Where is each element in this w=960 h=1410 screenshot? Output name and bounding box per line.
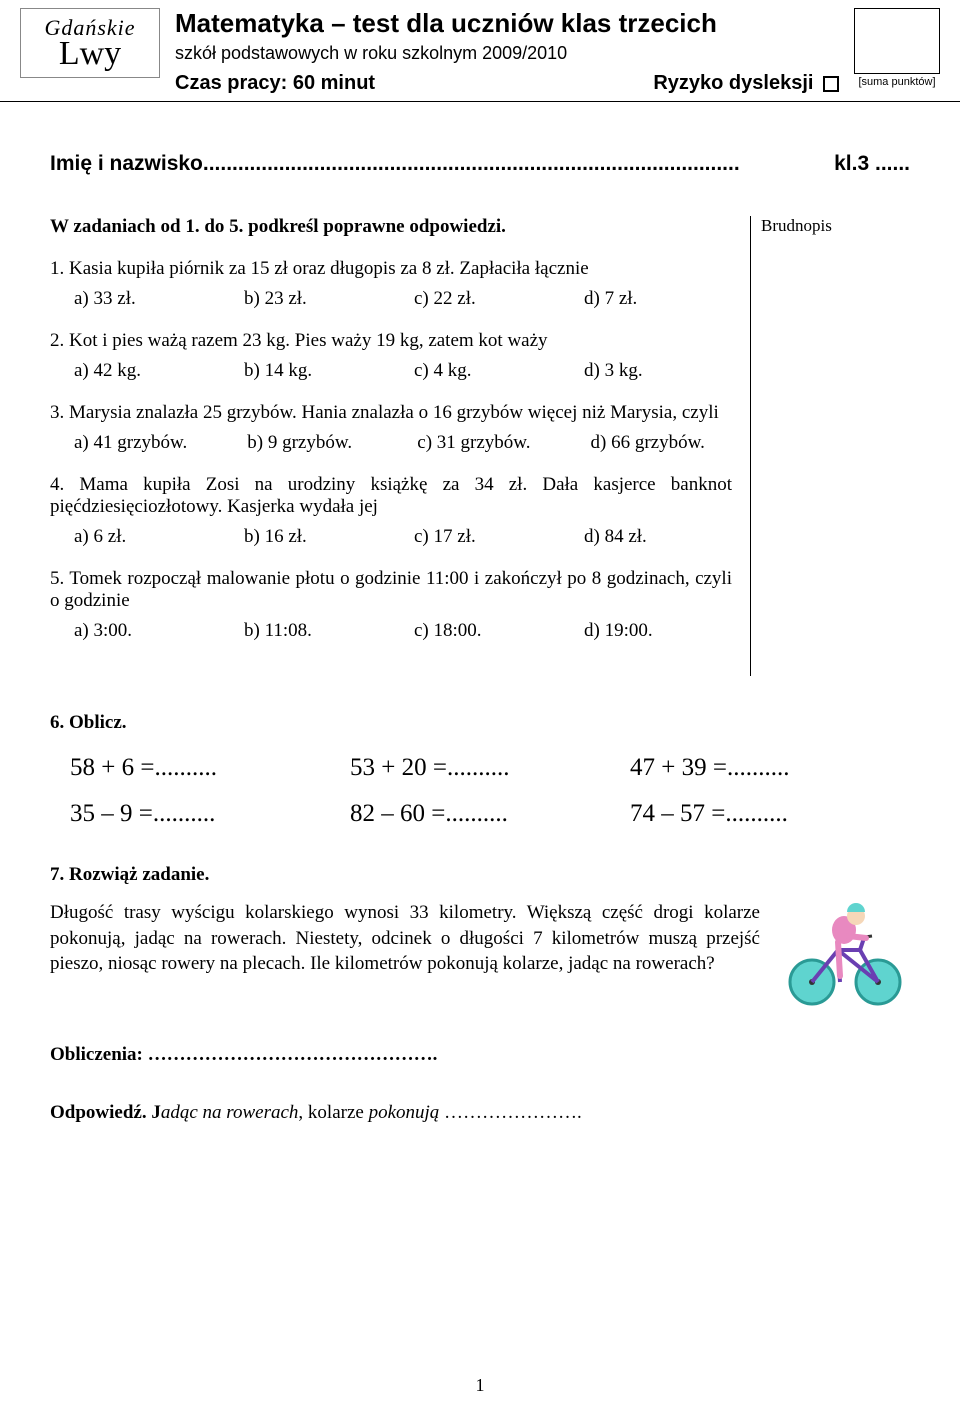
question-options: a) 41 grzybów. b) 9 grzybów. c) 31 grzyb…	[50, 432, 732, 454]
class-field-label[interactable]: kl.3 ......	[834, 152, 910, 176]
question-text: 1. Kasia kupiła piórnik za 15 zł oraz dł…	[50, 258, 732, 280]
question-3: 3. Marysia znalazła 25 grzybów. Hania zn…	[50, 402, 732, 454]
option-d[interactable]: d) 19:00.	[584, 620, 694, 642]
tasks-column: W zadaniach od 1. do 5. podkreśl poprawn…	[50, 216, 732, 676]
page-title: Matematyka – test dla uczniów klas trzec…	[175, 8, 839, 39]
question-options: a) 3:00. b) 11:08. c) 18:00. d) 19:00.	[50, 620, 732, 642]
checkbox-icon[interactable]	[823, 76, 839, 92]
calculations-line[interactable]: Obliczenia: ……………………………………….	[50, 1044, 910, 1066]
option-d[interactable]: d) 84 zł.	[584, 526, 694, 548]
question-options: a) 33 zł. b) 23 zł. c) 22 zł. d) 7 zł.	[50, 288, 732, 310]
calc-item[interactable]: 74 – 57 =..........	[630, 800, 910, 828]
option-b[interactable]: b) 16 zł.	[244, 526, 354, 548]
option-b[interactable]: b) 14 kg.	[244, 360, 354, 382]
option-b[interactable]: b) 9 grzybów.	[247, 432, 357, 454]
scratch-label: Brudnopis	[761, 216, 832, 235]
option-b[interactable]: b) 23 zł.	[244, 288, 354, 310]
name-field-label[interactable]: Imię i nazwisko.........................…	[50, 152, 740, 176]
option-a[interactable]: a) 42 kg.	[74, 360, 184, 382]
question-text: 2. Kot i pies ważą razem 23 kg. Pies waż…	[50, 330, 732, 352]
time-label: Czas pracy: 60 minut	[175, 72, 375, 95]
option-a[interactable]: a) 3:00.	[74, 620, 184, 642]
option-c[interactable]: c) 18:00.	[414, 620, 524, 642]
score-box: [suma punktów]	[854, 8, 940, 88]
task-6-title: 6. Oblicz.	[50, 712, 910, 734]
question-options: a) 42 kg. b) 14 kg. c) 4 kg. d) 3 kg.	[50, 360, 732, 382]
task-7-text: Długość trasy wyścigu kolarskiego wynosi…	[50, 900, 760, 977]
question-options: a) 6 zł. b) 16 zł. c) 17 zł. d) 84 zł.	[50, 526, 732, 548]
logo: Gdańskie Lwy	[20, 8, 160, 78]
option-a[interactable]: a) 33 zł.	[74, 288, 184, 310]
page-number: 1	[476, 1375, 485, 1396]
instruction: W zadaniach od 1. do 5. podkreśl poprawn…	[50, 216, 732, 238]
option-d[interactable]: d) 66 grzybów.	[591, 432, 705, 454]
question-5: 5. Tomek rozpoczął malowanie płotu o god…	[50, 568, 732, 642]
name-row: Imię i nazwisko.........................…	[50, 152, 910, 176]
question-4: 4. Mama kupiła Zosi na urodziny książkę …	[50, 474, 732, 548]
question-text: 4. Mama kupiła Zosi na urodziny książkę …	[50, 474, 732, 518]
option-c[interactable]: c) 31 grzybów.	[417, 432, 530, 454]
question-text: 3. Marysia znalazła 25 grzybów. Hania zn…	[50, 402, 732, 424]
score-frame[interactable]	[854, 8, 940, 74]
calc-item[interactable]: 58 + 6 =..........	[70, 754, 350, 782]
risk-label: Ryzyko dysleksji	[653, 72, 839, 95]
option-c[interactable]: c) 22 zł.	[414, 288, 524, 310]
task-7: 7. Rozwiąż zadanie. Długość trasy wyścig…	[50, 864, 910, 1124]
content: Imię i nazwisko.........................…	[0, 102, 960, 1124]
option-a[interactable]: a) 6 zł.	[74, 526, 184, 548]
option-b[interactable]: b) 11:08.	[244, 620, 354, 642]
option-c[interactable]: c) 4 kg.	[414, 360, 524, 382]
option-a[interactable]: a) 41 grzybów.	[74, 432, 187, 454]
cyclist-icon	[780, 900, 910, 1010]
task-6: 6. Oblicz. 58 + 6 =.......... 53 + 20 =.…	[50, 712, 910, 828]
answer-line[interactable]: Odpowiedź. Jadąc na rowerach, kolarze po…	[50, 1102, 910, 1124]
calc-item[interactable]: 47 + 39 =..........	[630, 754, 910, 782]
score-label: [suma punktów]	[854, 76, 940, 88]
logo-text-bottom: Lwy	[31, 37, 149, 71]
question-1: 1. Kasia kupiła piórnik za 15 zł oraz dł…	[50, 258, 732, 310]
option-c[interactable]: c) 17 zł.	[414, 526, 524, 548]
calc-grid: 58 + 6 =.......... 53 + 20 =.......... 4…	[50, 754, 910, 828]
question-text: 5. Tomek rozpoczął malowanie płotu o god…	[50, 568, 732, 612]
scratch-column[interactable]: Brudnopis	[750, 216, 910, 676]
question-2: 2. Kot i pies ważą razem 23 kg. Pies waż…	[50, 330, 732, 382]
calc-item[interactable]: 53 + 20 =..........	[350, 754, 630, 782]
page-subtitle: szkół podstawowych w roku szkolnym 2009/…	[175, 43, 839, 64]
task-7-title: 7. Rozwiąż zadanie.	[50, 864, 910, 886]
calc-item[interactable]: 82 – 60 =..........	[350, 800, 630, 828]
option-d[interactable]: d) 3 kg.	[584, 360, 694, 382]
option-d[interactable]: d) 7 zł.	[584, 288, 694, 310]
calc-item[interactable]: 35 – 9 =..........	[70, 800, 350, 828]
header: Gdańskie Lwy Matematyka – test dla uczni…	[0, 0, 960, 95]
title-block: Matematyka – test dla uczniów klas trzec…	[175, 8, 839, 95]
